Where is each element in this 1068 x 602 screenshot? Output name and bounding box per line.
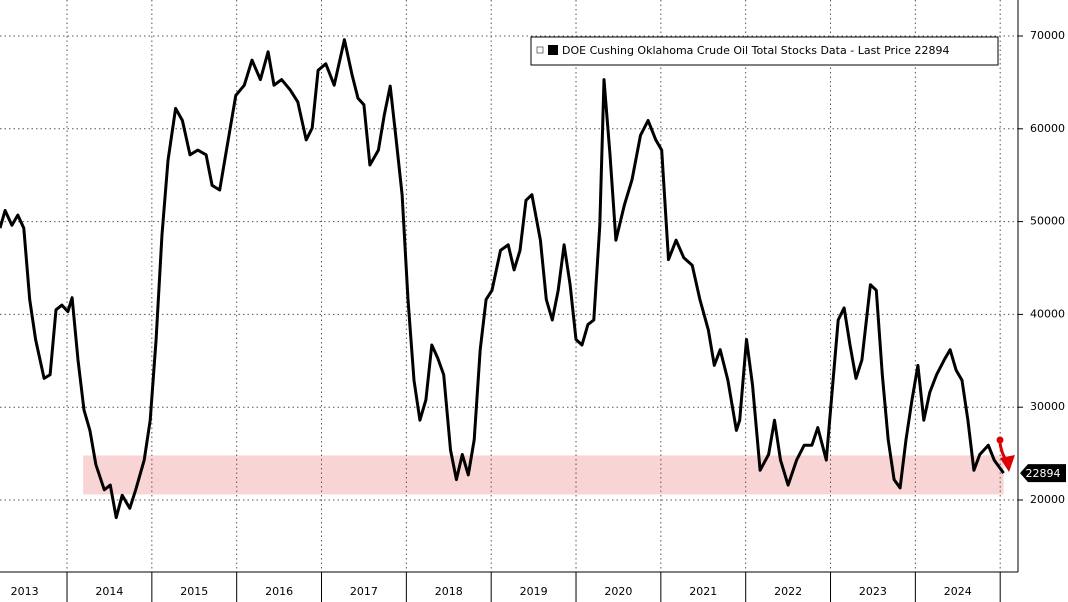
y-tick-label: 70000 — [1030, 29, 1065, 42]
y-tick-label: 20000 — [1030, 493, 1065, 506]
series-line — [0, 38, 1005, 520]
x-tick-label: 2021 — [689, 585, 717, 598]
arrow-tail — [996, 436, 1004, 444]
grid — [0, 0, 1018, 572]
y-tick-label: 50000 — [1030, 215, 1065, 228]
x-tick-label: 2018 — [435, 585, 463, 598]
x-tick-label: 2016 — [265, 585, 293, 598]
legend: DOE Cushing Oklahoma Crude Oil Total Sto… — [530, 36, 999, 66]
x-tick-label: 2024 — [944, 585, 972, 598]
axes: 20000 30000 40000 50000 60000 70000 2013 2014 20… — [11, 29, 1066, 602]
y-tick-label: 40000 — [1030, 307, 1065, 320]
x-tick-label: 2013 — [11, 585, 39, 598]
plot — [0, 38, 1005, 520]
x-tick-label: 2014 — [95, 585, 123, 598]
highlight-band — [83, 455, 1004, 495]
x-tick-label: 2017 — [350, 585, 378, 598]
legend-last-label: - Last Price — [850, 44, 911, 57]
legend-label: DOE Cushing Oklahoma Crude Oil Total Sto… — [562, 44, 949, 57]
x-tick-label: 2019 — [520, 585, 548, 598]
annotation-arrow — [996, 436, 1015, 472]
y-tick-label: 30000 — [1030, 400, 1065, 413]
x-tick-label: 2015 — [180, 585, 208, 598]
x-tick-label: 2022 — [774, 585, 802, 598]
arrow-head — [1000, 455, 1015, 472]
x-tick-label: 2020 — [604, 585, 632, 598]
legend-series: DOE Cushing Oklahoma Crude Oil Total Sto… — [562, 44, 847, 57]
legend-swatch — [548, 45, 558, 55]
legend-toggle — [536, 46, 544, 54]
last-price-tag — [1020, 464, 1066, 483]
last-price-label: 22894 — [1026, 467, 1061, 480]
x-tick-label: 2023 — [859, 585, 887, 598]
legend-box — [530, 36, 999, 66]
y-tick-label: 60000 — [1030, 122, 1065, 135]
legend-last-value: 22894 — [914, 44, 949, 57]
